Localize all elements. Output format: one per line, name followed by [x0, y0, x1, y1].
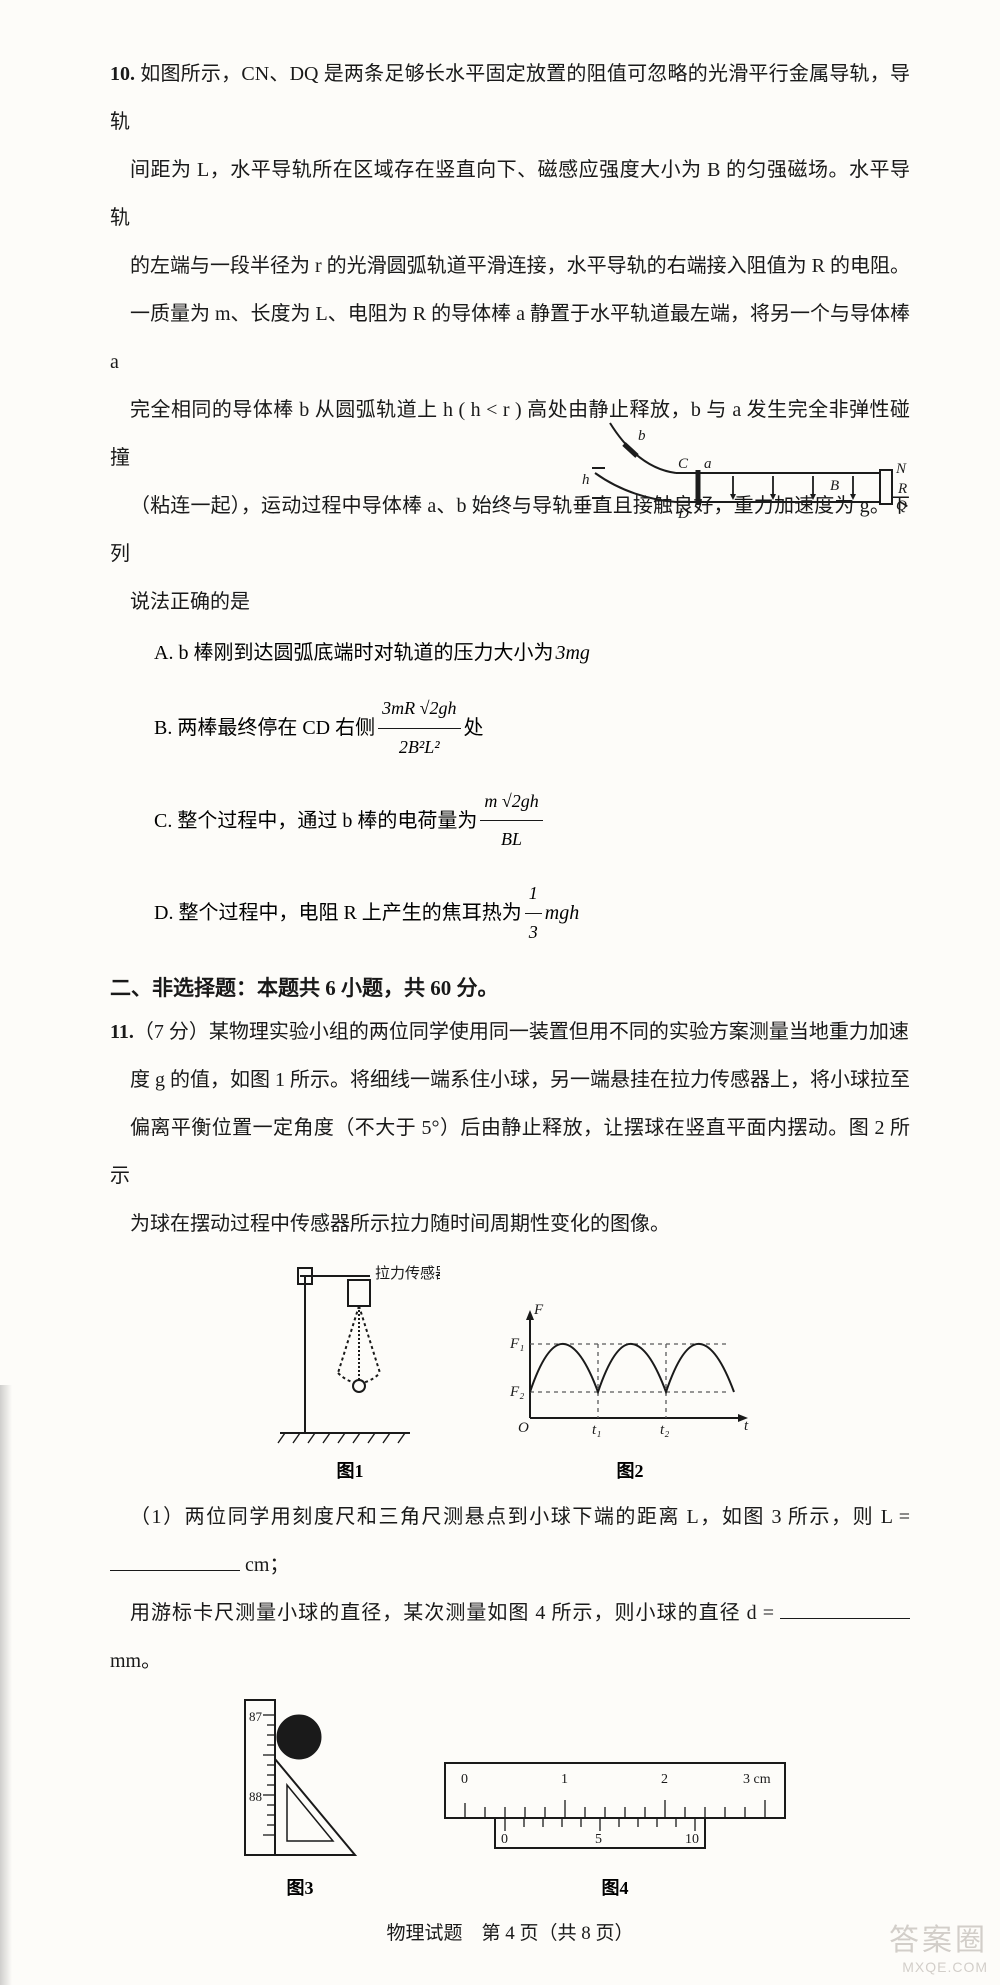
section2-heading: 二、非选择题：本题共 6 小题，共 60 分。 [110, 972, 910, 1002]
svg-text:10: 10 [685, 1832, 699, 1847]
watermark: 答案圈 MXQE.COM [889, 1915, 988, 1975]
fig2-caption: 图2 [500, 1457, 760, 1483]
svg-text:t₂: t₂ [660, 1422, 669, 1438]
exam-page: 10. 如图所示，CN、DQ 是两条足够长水平固定放置的阻值可忽略的光滑平行金属… [0, 0, 1000, 1985]
q10-number: 10. [110, 63, 135, 85]
q10-line1: 如图所示，CN、DQ 是两条足够长水平固定放置的阻值可忽略的光滑平行金属导轨，导… [110, 63, 910, 133]
q10-stem: 10. 如图所示，CN、DQ 是两条足够长水平固定放置的阻值可忽略的光滑平行金属… [110, 50, 910, 626]
fig-row-2: 87 88 图3 [110, 1695, 910, 1900]
q10-option-d: D. 整个过程中，电阻 R 上产生的焦耳热为 1 3 mgh [154, 875, 910, 952]
fig4: 0 1 2 3 cm 0 5 10 图4 [435, 1745, 795, 1900]
fraction: 3mR √2gh 2B²L² [378, 690, 460, 767]
fraction: m √2gh BL [480, 783, 542, 860]
svg-text:t: t [744, 1418, 749, 1434]
q11-line1: 某物理实验小组的两位同学使用同一装置但用不同的实验方案测量当地重力加速 [209, 1021, 909, 1043]
q11-points: （7 分） [134, 1021, 209, 1043]
svg-text:F₁: F₁ [509, 1336, 524, 1352]
q11-line4: 为球在摆动过程中传感器所示拉力随时间周期性变化的图像。 [110, 1200, 910, 1248]
svg-text:5: 5 [595, 1832, 602, 1847]
blank-L[interactable] [110, 1551, 240, 1571]
q10-line3: 的左端与一段半径为 r 的光滑圆弧轨道平滑连接，水平导轨的右端接入阻值为 R 的… [110, 242, 910, 290]
fraction: 1 3 [525, 875, 542, 952]
q10-line2: 间距为 L，水平导轨所在区域存在竖直向下、磁感应强度大小为 B 的匀强磁场。水平… [110, 146, 910, 242]
scan-shadow [0, 1385, 12, 1985]
svg-text:2: 2 [661, 1772, 668, 1787]
diagram-label-B: B [830, 478, 839, 494]
diagram-label-h: h [582, 472, 590, 488]
svg-text:1: 1 [561, 1772, 568, 1787]
q11-line2: 度 g 的值，如图 1 所示。将细线一端系住小球，另一端悬挂在拉力传感器上，将小… [110, 1056, 910, 1104]
blank-d[interactable] [780, 1599, 910, 1619]
fig1-caption: 图1 [260, 1457, 440, 1483]
svg-text:t₁: t₁ [592, 1422, 601, 1438]
diagram-label-D: D [677, 506, 689, 522]
svg-text:F: F [533, 1302, 544, 1318]
q10-option-a: A. b 棒刚到达圆弧底端时对轨道的压力大小为 3mg [154, 632, 910, 674]
q11-number: 11. [110, 1021, 134, 1043]
fig3: 87 88 图3 [225, 1695, 375, 1900]
fig4-caption: 图4 [435, 1874, 795, 1900]
q10-line4: 一质量为 m、长度为 L、电阻为 R 的导体棒 a 静置于水平轨道最左端，将另一… [110, 290, 910, 386]
q10-line7: 说法正确的是 [110, 578, 910, 626]
fig1: 拉力传感器 图1 [260, 1258, 440, 1483]
q10-option-c: C. 整个过程中，通过 b 棒的电荷量为 m √2gh BL [154, 783, 910, 860]
svg-text:3 cm: 3 cm [743, 1772, 771, 1787]
svg-text:87: 87 [249, 1709, 263, 1724]
svg-text:0: 0 [501, 1832, 508, 1847]
fig3-caption: 图3 [225, 1874, 375, 1900]
svg-text:F₂: F₂ [509, 1384, 524, 1400]
diagram-label-R: R [897, 481, 907, 497]
fig-row-1: 拉力传感器 图1 [110, 1258, 910, 1483]
diagram-label-Q: Q [896, 498, 907, 514]
diagram-label-C: C [678, 456, 689, 472]
diagram-label-N: N [895, 461, 907, 477]
q11-sub1b: 用游标卡尺测量小球的直径，某次测量如图 4 所示，则小球的直径 d = mm。 [110, 1589, 910, 1685]
svg-text:0: 0 [461, 1772, 468, 1787]
svg-text:O: O [518, 1420, 529, 1436]
q10-diagram: b h C D a B N Q R [580, 418, 920, 538]
q11-stem: 11.（7 分）某物理实验小组的两位同学使用同一装置但用不同的实验方案测量当地重… [110, 1008, 910, 1248]
fig1-sensor-label: 拉力传感器 [375, 1265, 440, 1282]
page-footer: 物理试题 第 4 页（共 8 页） [110, 1918, 910, 1945]
fig2: F F₁ F₂ O t₁ t₂ t 图2 [500, 1298, 760, 1483]
svg-text:88: 88 [249, 1789, 262, 1804]
q10-option-b: B. 两棒最终停在 CD 右侧 3mR √2gh 2B²L² 处 [154, 690, 910, 767]
diagram-label-b: b [638, 428, 646, 444]
q11-line3: 偏离平衡位置一定角度（不大于 5°）后由静止释放，让摆球在竖直平面内摆动。图 2… [110, 1104, 910, 1200]
diagram-label-a: a [704, 456, 712, 472]
q11-sub1: （1）两位同学用刻度尺和三角尺测悬点到小球下端的距离 L，如图 3 所示，则 L… [110, 1493, 910, 1589]
